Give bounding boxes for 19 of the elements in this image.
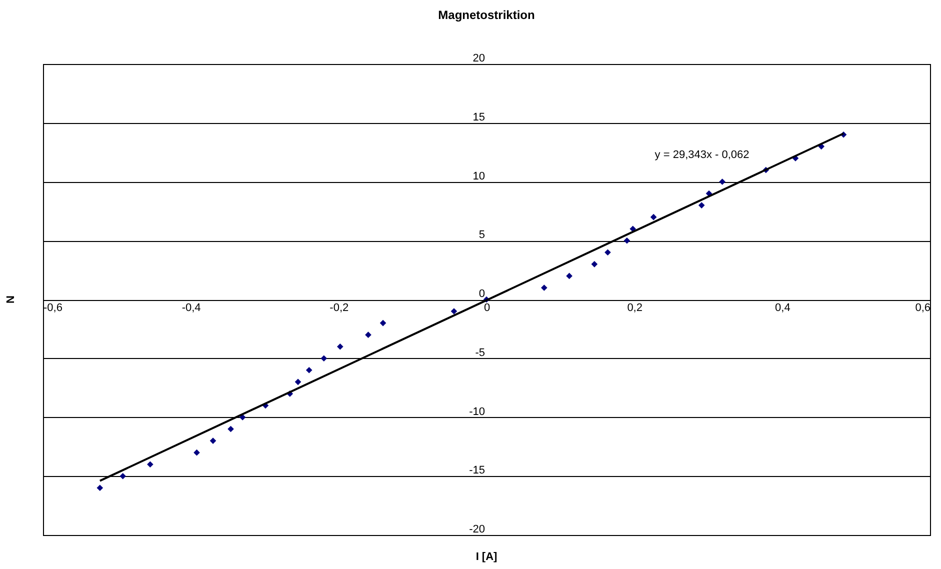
y-tick-label: 0	[478, 288, 485, 300]
x-tick-label: -0,2	[330, 302, 349, 314]
y-tick-label: -10	[469, 406, 485, 418]
y-tick-label: -5	[475, 346, 485, 359]
chart-title: Magnetostriktion	[438, 8, 535, 22]
y-tick-label: 5	[478, 229, 485, 242]
y-tick-label: 15	[472, 111, 485, 124]
x-tick-label: 0,2	[627, 302, 642, 314]
y-tick-label: -20	[469, 524, 485, 536]
x-axis-title: I [A]	[476, 551, 498, 563]
y-tick-label: 20	[472, 52, 485, 64]
x-tick-label: -0,4	[182, 302, 201, 314]
x-tick-label: 0,4	[775, 302, 790, 314]
x-tick-label: 0,6	[915, 302, 930, 314]
y-tick-label: 10	[472, 170, 485, 182]
y-axis-title: N	[5, 295, 17, 304]
x-tick-label: -0,6	[44, 302, 62, 314]
annotation: y = 29,343x - 0,062	[654, 148, 750, 161]
y-tick-label: -15	[469, 464, 485, 477]
